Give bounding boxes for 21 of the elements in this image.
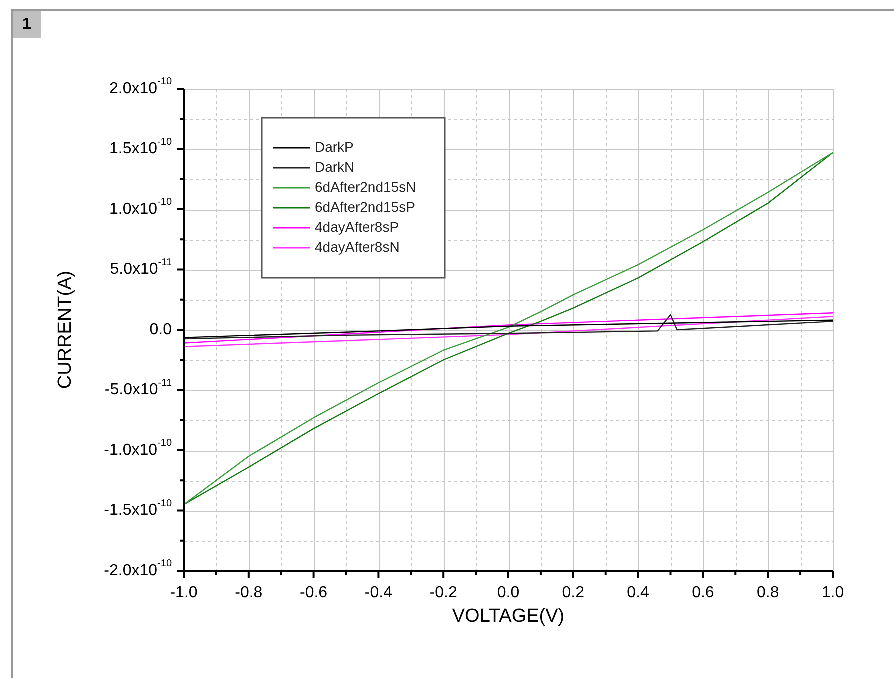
- legend-label: DarkP: [315, 138, 354, 155]
- x-tick-label: 0.8: [756, 584, 780, 602]
- legend-label: 4dayAfter8sN: [315, 238, 400, 255]
- x-tick-label: 0.4: [627, 584, 650, 602]
- x-tick-label: 0.6: [692, 584, 714, 602]
- y-tick-label: 0.0: [150, 321, 172, 338]
- legend-label: DarkN: [315, 158, 355, 175]
- legend-label: 6dAfter2nd15sP: [315, 198, 416, 215]
- text: 1: [13, 11, 41, 38]
- legend-label: 6dAfter2nd15sN: [315, 178, 416, 195]
- y-axis-title: CURRENT(A): [55, 270, 76, 390]
- x-tick-label: 1.0: [822, 584, 844, 602]
- x-axis-title: VOLTAGE(V): [452, 606, 565, 628]
- x-tick-label: -0.2: [430, 584, 458, 602]
- legend-label: 4dayAfter8sP: [315, 218, 400, 235]
- x-tick-label: -1.0: [170, 584, 198, 602]
- x-tick-label: 0.2: [562, 584, 585, 602]
- x-tick-label: -0.4: [364, 584, 393, 602]
- x-tick-label: 0.0: [497, 584, 520, 602]
- x-tick-label: -0.8: [235, 584, 263, 602]
- x-tick-label: -0.6: [300, 584, 328, 602]
